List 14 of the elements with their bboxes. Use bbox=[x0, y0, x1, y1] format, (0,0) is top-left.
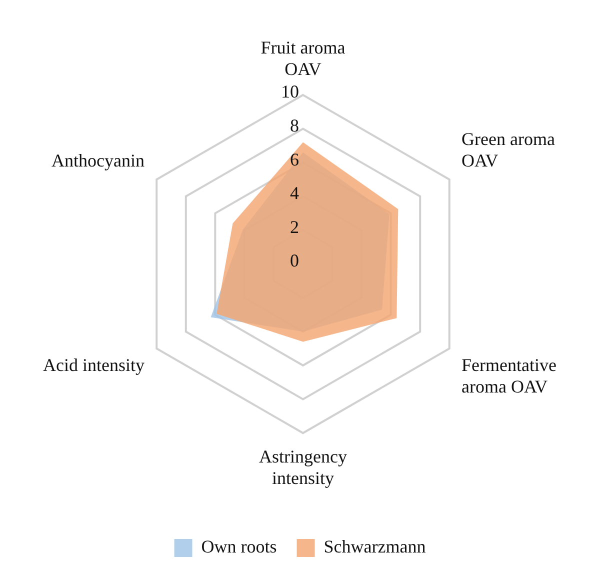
y-tick-label: 8 bbox=[290, 116, 299, 136]
spoke-label: Anthocyanin bbox=[52, 150, 144, 170]
y-tick-label: 4 bbox=[290, 183, 299, 204]
spoke-label: Acid intensity bbox=[42, 355, 144, 376]
spoke-label: Astringency intensity bbox=[259, 446, 347, 488]
y-tick-label: 10 bbox=[281, 82, 299, 102]
spoke-label: Fermentative aroma OAV bbox=[462, 355, 556, 397]
y-tick-label: 0 bbox=[290, 250, 299, 271]
legend-label: Schwarzmann bbox=[324, 536, 426, 557]
spoke-label: Green aroma OAV bbox=[462, 128, 555, 170]
y-tick-label: 6 bbox=[290, 149, 299, 170]
spoke-label: Fruit aroma OAV bbox=[260, 37, 346, 79]
legend-label: Own roots bbox=[201, 536, 277, 557]
y-tick-label: 2 bbox=[290, 216, 299, 237]
